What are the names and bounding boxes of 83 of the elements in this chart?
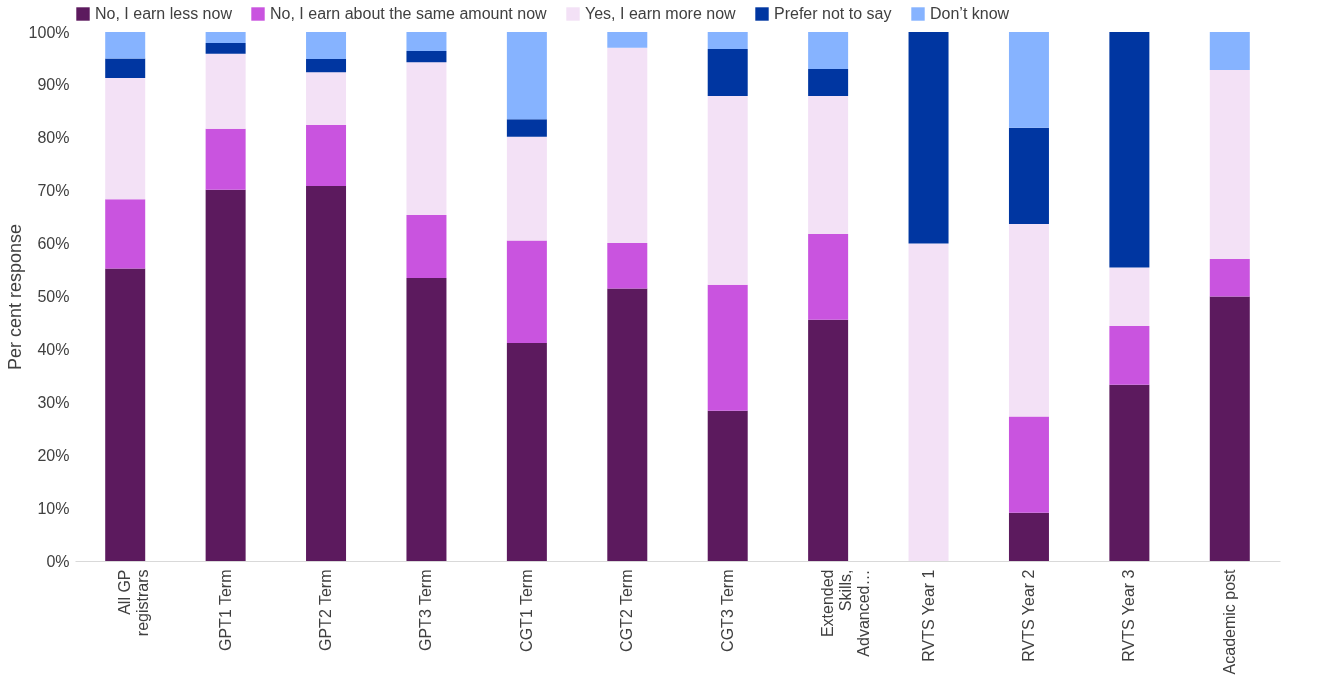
bar bbox=[306, 58, 347, 73]
bar bbox=[1109, 326, 1150, 385]
bar bbox=[607, 243, 648, 289]
x-tick-label: RVTS Year 2 bbox=[1019, 569, 1037, 662]
bar bbox=[808, 69, 849, 97]
y-tick-label: 70% bbox=[37, 182, 70, 200]
bar bbox=[607, 288, 648, 561]
legend-label: Don’t know bbox=[930, 5, 1010, 22]
legend-label: Prefer not to say bbox=[774, 5, 892, 22]
bar bbox=[707, 48, 748, 97]
x-tick-label: Academic post bbox=[1220, 568, 1238, 675]
bar bbox=[1008, 32, 1049, 128]
x-tick-label: GPT1 Term bbox=[216, 569, 234, 651]
bar bbox=[607, 47, 648, 244]
bar bbox=[105, 268, 146, 561]
x-tick-label: CGT2 Term bbox=[618, 569, 636, 652]
bar bbox=[406, 215, 447, 278]
y-tick-label: 100% bbox=[28, 23, 70, 41]
bar bbox=[205, 189, 246, 561]
legend-label: No, I earn less now bbox=[95, 5, 233, 22]
y-tick-label: 20% bbox=[37, 446, 70, 464]
bar bbox=[1008, 224, 1049, 417]
bar bbox=[1109, 384, 1150, 561]
x-tick-label: CGT1 Term bbox=[517, 569, 535, 652]
bar bbox=[1008, 416, 1049, 513]
bar bbox=[306, 185, 347, 561]
y-tick-label: 50% bbox=[37, 288, 70, 305]
bar bbox=[406, 62, 447, 216]
bar bbox=[1109, 267, 1150, 327]
bar bbox=[607, 32, 648, 48]
bar bbox=[105, 58, 146, 79]
y-tick-label: 40% bbox=[37, 340, 70, 358]
bar bbox=[1209, 258, 1250, 297]
bar bbox=[506, 119, 547, 137]
bar bbox=[808, 319, 849, 561]
x-tick-label: Extended Skills, Advanced… bbox=[819, 569, 873, 657]
y-tick-label: 90% bbox=[37, 76, 70, 94]
bar bbox=[808, 96, 849, 235]
bar bbox=[1109, 32, 1150, 268]
bar bbox=[306, 72, 347, 126]
y-tick-label: 80% bbox=[37, 129, 70, 147]
bar bbox=[707, 284, 748, 411]
bar bbox=[406, 277, 447, 561]
y-tick-label: 60% bbox=[37, 235, 70, 253]
bar bbox=[205, 43, 246, 54]
bar bbox=[1209, 32, 1250, 71]
bar bbox=[506, 343, 547, 561]
bar bbox=[1008, 127, 1049, 225]
bar bbox=[306, 125, 347, 186]
bar bbox=[808, 32, 849, 70]
legend-label: No, I earn about the same amount now bbox=[270, 5, 548, 22]
legend-label: Yes, I earn more now bbox=[585, 5, 737, 22]
bar bbox=[105, 32, 146, 59]
x-tick-label: CGT3 Term bbox=[718, 569, 736, 652]
x-tick-label: All GP registrars bbox=[116, 569, 152, 637]
bar bbox=[205, 32, 246, 44]
bar bbox=[707, 410, 748, 561]
x-tick-label: RVTS Year 3 bbox=[1120, 569, 1138, 662]
bar bbox=[908, 243, 949, 561]
bar bbox=[908, 32, 949, 244]
y-tick-label: 30% bbox=[37, 393, 70, 411]
bar bbox=[506, 136, 547, 241]
bar bbox=[808, 234, 849, 320]
bar bbox=[306, 32, 347, 59]
y-axis-title: Per cent response bbox=[4, 223, 25, 371]
bar bbox=[105, 78, 146, 200]
bar bbox=[205, 128, 246, 190]
bar bbox=[1209, 296, 1250, 561]
bar bbox=[205, 53, 246, 129]
bar bbox=[707, 96, 748, 285]
y-tick-label: 0% bbox=[46, 552, 70, 570]
x-tick-label: GPT2 Term bbox=[317, 569, 335, 651]
bar bbox=[1209, 70, 1250, 259]
bar bbox=[406, 32, 447, 52]
x-tick-label: RVTS Year 1 bbox=[919, 569, 937, 662]
bar bbox=[1008, 512, 1049, 561]
bar bbox=[506, 240, 547, 344]
x-tick-label: GPT3 Term bbox=[417, 569, 435, 651]
bar bbox=[707, 32, 748, 49]
bar bbox=[506, 32, 547, 120]
bar bbox=[105, 199, 146, 269]
bar bbox=[406, 51, 447, 63]
y-tick-label: 10% bbox=[37, 499, 70, 517]
